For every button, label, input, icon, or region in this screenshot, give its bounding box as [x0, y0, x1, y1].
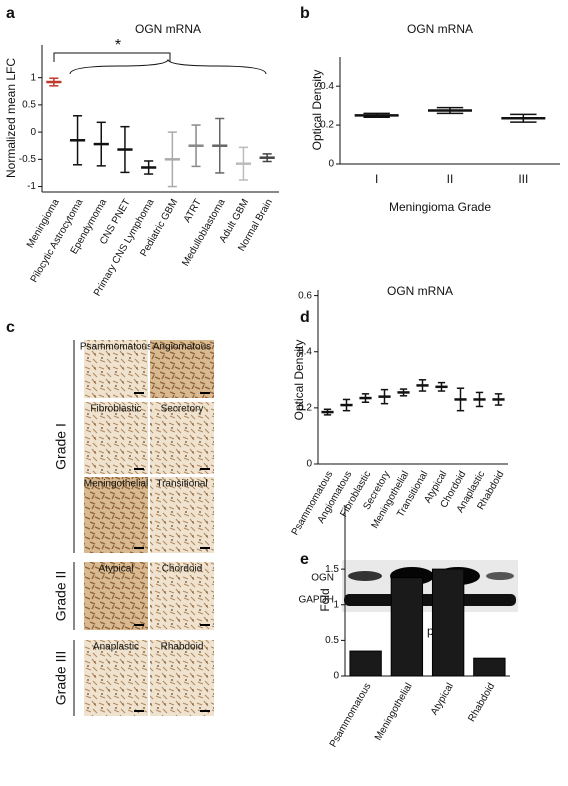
y-tick-label: -0.5 — [19, 154, 37, 165]
chart-title: OGN mRNA — [135, 22, 201, 36]
x-tick-label: I — [375, 172, 378, 186]
bar — [431, 568, 465, 677]
y-tick-label: 0.6 — [298, 290, 312, 301]
subtype-label: Atypical — [98, 564, 133, 575]
y-tick-label: 0.4 — [298, 346, 312, 357]
micrograph — [84, 402, 148, 474]
western-blot — [342, 560, 518, 612]
micrograph — [150, 340, 214, 398]
chart-title: OGN mRNA — [407, 22, 473, 36]
y-tick-label: -1 — [27, 181, 36, 192]
subtype-label: Anaplastic — [93, 642, 139, 653]
x-tick-label: Rhabdoid — [466, 681, 497, 724]
subtype-label: Secretory — [161, 404, 204, 415]
grade-label: Grade I — [53, 423, 69, 470]
panel-letter: a — [6, 5, 15, 22]
micrograph — [150, 477, 214, 553]
significance-bracket — [53, 52, 267, 75]
blot-label: GAPDH — [298, 595, 334, 606]
subtype-label: Chordoid — [162, 564, 203, 575]
y-tick-label: 0.2 — [320, 120, 334, 131]
micrograph — [84, 340, 148, 398]
y-axis-label: Normalized mean LFC — [4, 58, 18, 178]
y-tick-label: 0 — [306, 459, 312, 470]
micrograph — [150, 640, 214, 716]
panel-letter: e — [300, 551, 309, 568]
subtype-label: Rhabdoid — [161, 642, 204, 653]
micrograph — [150, 402, 214, 474]
x-tick-label: Atypical — [429, 681, 456, 717]
y-tick-label: 0 — [30, 127, 36, 138]
x-tick-label: III — [518, 172, 528, 186]
annotation: * — [115, 37, 121, 54]
x-tick-label: ATRT — [182, 197, 204, 224]
subtype-label: Psammomatous — [80, 342, 152, 353]
x-tick-label: Psammomatous — [328, 681, 374, 749]
panel-letter: b — [300, 5, 310, 22]
subtype-label: Meningothelial — [84, 479, 149, 490]
y-axis-label: Optical Density — [292, 340, 306, 421]
micrograph — [150, 562, 214, 630]
x-tick-label: Meningothelial — [373, 681, 415, 742]
y-tick-label: 0.4 — [320, 81, 334, 92]
bar — [349, 650, 382, 677]
y-tick-label: 0.5 — [22, 100, 36, 111]
grade-label: Grade II — [53, 571, 69, 622]
subtype-label: Angiomatous — [153, 342, 211, 353]
y-axis-label: Fold — [318, 588, 332, 611]
bar — [473, 657, 506, 677]
micrograph — [84, 640, 148, 716]
micrograph — [84, 477, 148, 553]
subtype-label: Transitional — [156, 479, 207, 490]
micrograph — [84, 562, 148, 630]
blot-label: OGN — [311, 573, 334, 584]
x-axis-label: Meningioma Grade — [389, 200, 491, 214]
panel-letter: d — [300, 309, 310, 326]
y-tick-label: 0 — [333, 671, 339, 682]
y-tick-label: 0.5 — [325, 635, 339, 646]
subtype-label: Fibroblastic — [90, 404, 141, 415]
x-tick-label: II — [447, 172, 454, 186]
grade-label: Grade III — [53, 651, 69, 705]
bar — [390, 577, 424, 677]
y-axis-label: Optical Density — [310, 70, 324, 151]
histology-panel: c Grade I Psammomatous Angiomatous Fibroblas… — [6, 319, 214, 716]
y-tick-label: 1 — [30, 72, 36, 83]
y-tick-label: 0 — [328, 159, 334, 170]
panel-letter: c — [6, 319, 15, 336]
y-tick-label: 1 — [333, 599, 339, 610]
chart-title: OGN mRNA — [387, 284, 453, 298]
y-tick-label: 1.5 — [325, 564, 339, 575]
y-tick-label: 0.2 — [298, 403, 312, 414]
